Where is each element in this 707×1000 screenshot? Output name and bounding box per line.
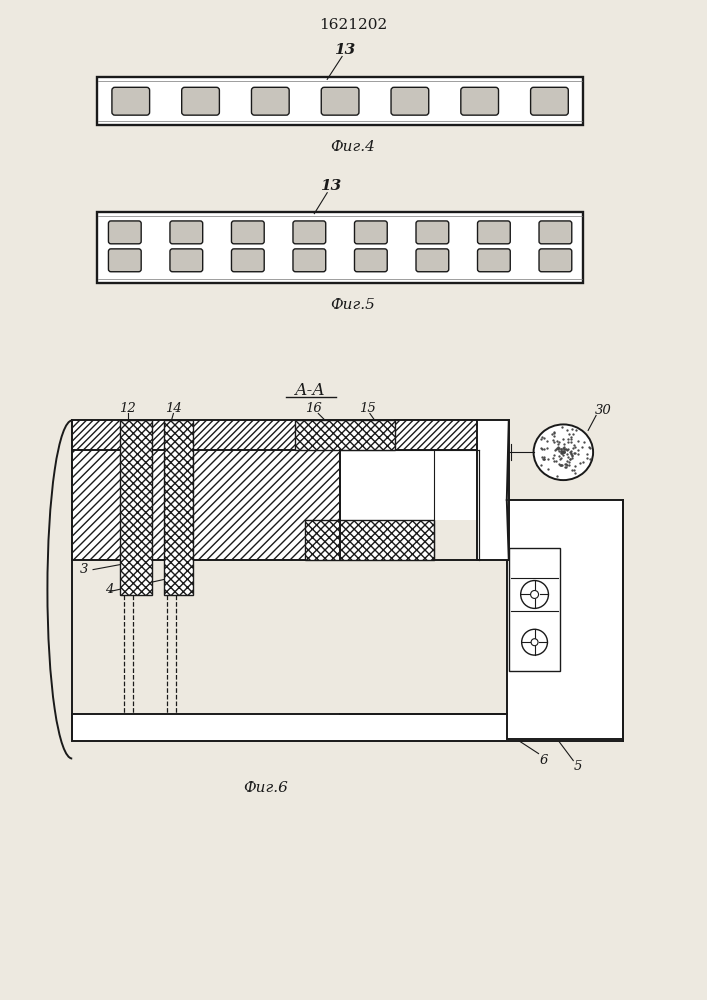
FancyBboxPatch shape: [354, 249, 387, 272]
FancyBboxPatch shape: [321, 87, 359, 115]
FancyBboxPatch shape: [354, 221, 387, 244]
FancyBboxPatch shape: [231, 249, 264, 272]
FancyBboxPatch shape: [416, 249, 449, 272]
Bar: [163, 420, 193, 595]
Text: 6: 6: [539, 754, 548, 767]
Text: Фиг.6: Фиг.6: [243, 781, 288, 795]
Text: 13: 13: [334, 43, 356, 57]
Text: Фиг.5: Фиг.5: [331, 298, 375, 312]
FancyBboxPatch shape: [293, 221, 326, 244]
Circle shape: [530, 590, 539, 598]
FancyBboxPatch shape: [461, 87, 498, 115]
Text: А-А: А-А: [295, 382, 326, 399]
Bar: [72, 420, 479, 450]
Bar: [340, 450, 479, 520]
FancyBboxPatch shape: [170, 249, 203, 272]
Circle shape: [522, 629, 547, 655]
FancyBboxPatch shape: [112, 87, 150, 115]
Text: 1621202: 1621202: [319, 18, 387, 32]
FancyBboxPatch shape: [231, 221, 264, 244]
FancyBboxPatch shape: [416, 221, 449, 244]
Text: 4: 4: [105, 583, 113, 596]
Bar: [395, 420, 479, 450]
FancyBboxPatch shape: [539, 249, 572, 272]
FancyBboxPatch shape: [252, 87, 289, 115]
Bar: [72, 450, 340, 560]
Text: 5: 5: [574, 760, 583, 773]
Bar: [507, 500, 623, 739]
Bar: [305, 520, 434, 560]
FancyBboxPatch shape: [182, 87, 219, 115]
Text: 3: 3: [80, 563, 88, 576]
Bar: [120, 420, 151, 595]
Text: 12: 12: [119, 402, 136, 415]
Text: 30: 30: [595, 404, 612, 417]
FancyBboxPatch shape: [293, 249, 326, 272]
FancyBboxPatch shape: [108, 221, 141, 244]
Text: Фиг.4: Фиг.4: [331, 140, 375, 154]
Text: 16: 16: [305, 402, 322, 415]
Bar: [477, 420, 509, 560]
Bar: [97, 212, 583, 283]
Circle shape: [531, 639, 538, 646]
FancyBboxPatch shape: [539, 221, 572, 244]
FancyBboxPatch shape: [477, 249, 510, 272]
Bar: [509, 548, 561, 671]
Text: 15: 15: [360, 402, 376, 415]
Bar: [97, 77, 583, 125]
Ellipse shape: [534, 424, 593, 480]
FancyBboxPatch shape: [530, 87, 568, 115]
FancyBboxPatch shape: [477, 221, 510, 244]
Bar: [296, 420, 395, 450]
Text: 13: 13: [320, 179, 341, 193]
FancyBboxPatch shape: [108, 249, 141, 272]
FancyBboxPatch shape: [170, 221, 203, 244]
Circle shape: [520, 581, 549, 608]
Bar: [72, 714, 623, 741]
Text: 14: 14: [165, 402, 182, 415]
FancyBboxPatch shape: [391, 87, 428, 115]
